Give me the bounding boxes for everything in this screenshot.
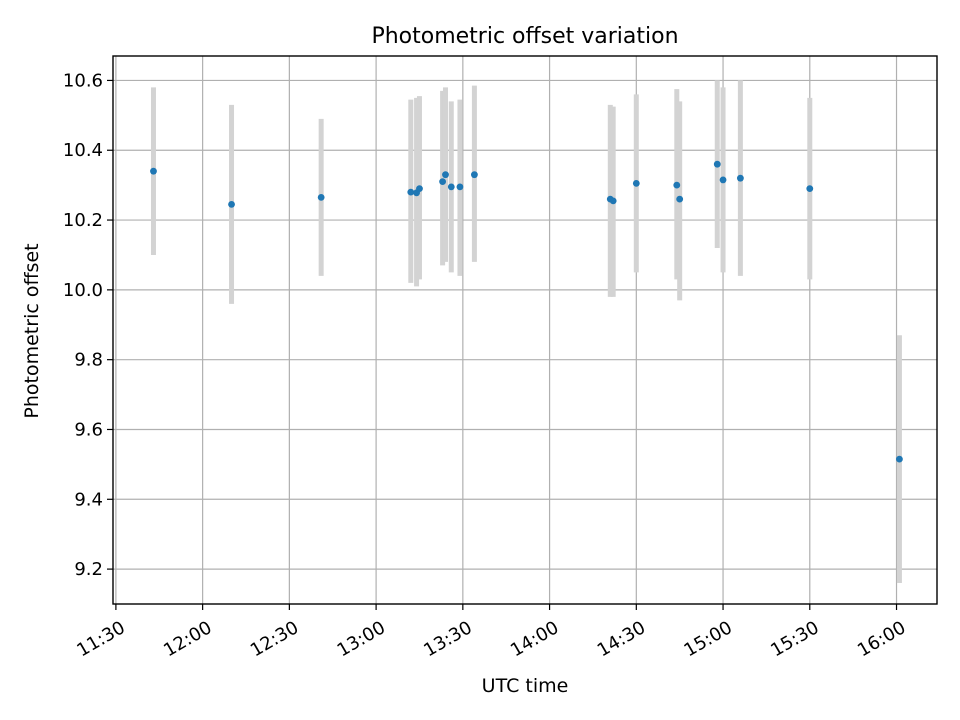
data-point: [713, 160, 721, 168]
data-point: [150, 167, 157, 175]
data-point: [416, 185, 423, 193]
data-point: [439, 178, 446, 186]
y-tick-label: 9.6: [74, 419, 103, 440]
plot-frame: [112, 55, 938, 605]
data-point: [228, 200, 235, 208]
data-point: [609, 197, 617, 205]
data-point: [719, 176, 727, 184]
y-tick-label: 9.2: [74, 559, 103, 580]
y-tick-label: 10.4: [63, 140, 103, 161]
data-point: [632, 180, 640, 187]
y-tick-label: 9.4: [74, 489, 103, 510]
y-axis-label: Photometric offset: [21, 243, 43, 418]
x-axis-label: UTC time: [482, 675, 569, 697]
y-tick-label: 10.2: [63, 210, 103, 231]
data-point: [806, 185, 814, 193]
data-point: [736, 174, 744, 182]
data-point: [317, 193, 325, 201]
data-point: [471, 171, 478, 179]
data-point: [673, 181, 681, 189]
data-point: [442, 171, 449, 179]
data-point: [676, 195, 684, 203]
data-point: [896, 455, 903, 463]
y-tick-label: 9.8: [74, 350, 103, 371]
data-points: [150, 160, 903, 463]
data-point: [447, 183, 455, 191]
data-point: [456, 183, 464, 191]
y-tick-label: 10.6: [63, 70, 103, 91]
y-tick-label: 10.0: [63, 280, 103, 301]
data-point: [407, 188, 415, 196]
chart-title: Photometric offset variation: [371, 24, 678, 49]
